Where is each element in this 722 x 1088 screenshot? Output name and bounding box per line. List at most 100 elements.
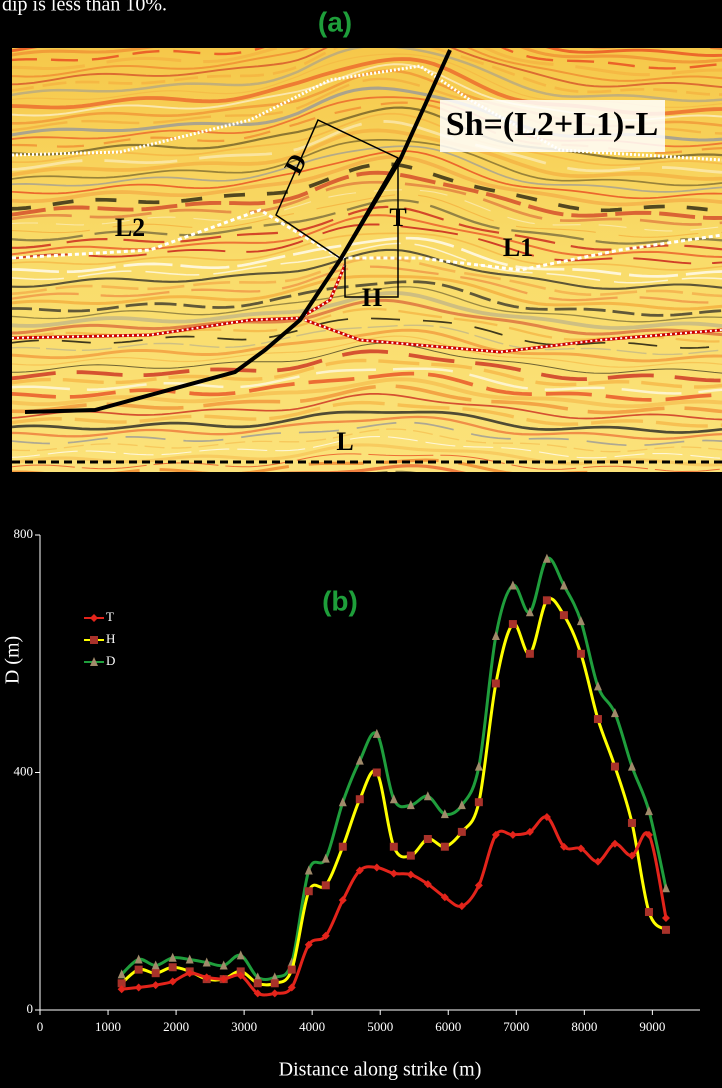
seismic-reflector <box>12 205 722 251</box>
horizon <box>11 208 722 272</box>
marker <box>491 830 500 839</box>
marker <box>644 806 653 816</box>
marker <box>525 607 534 617</box>
legend-label: D <box>106 653 115 668</box>
seismic-reflector <box>12 342 722 374</box>
seismic-reflector <box>376 470 417 472</box>
y-tick-label: 0 <box>27 1001 34 1016</box>
marker <box>576 844 585 853</box>
marker <box>559 842 568 851</box>
seismic-reflector <box>12 453 722 472</box>
seismic-reflector <box>12 367 722 395</box>
seismic-section <box>12 48 722 472</box>
marker <box>474 881 483 890</box>
displacement-box <box>275 118 400 260</box>
seismic-reflector <box>12 286 722 323</box>
marker <box>117 985 126 994</box>
x-tick-label: 0 <box>37 1019 44 1034</box>
marker <box>355 866 364 875</box>
x-tick-label: 5000 <box>367 1019 393 1034</box>
marker <box>576 616 585 626</box>
seismic-reflector <box>12 101 722 155</box>
marker <box>270 989 279 998</box>
marker <box>287 965 296 974</box>
seismic-reflector <box>12 128 722 181</box>
y-axis-label: D (m) <box>2 636 24 684</box>
x-tick-label: 2000 <box>163 1019 189 1034</box>
marker <box>661 883 670 893</box>
seismic-reflector <box>12 349 722 383</box>
marker <box>610 839 619 848</box>
marker <box>457 902 466 911</box>
marker <box>117 979 126 988</box>
label-h: H <box>362 283 382 312</box>
seismic-reflector <box>12 248 722 290</box>
marker <box>542 553 551 563</box>
marker <box>304 865 313 875</box>
seismic-reflector <box>12 274 722 311</box>
seismic-reflector <box>12 458 722 472</box>
marker <box>270 979 279 988</box>
marker <box>593 857 602 866</box>
formula: Sh=(L2+L1)-L <box>446 106 659 143</box>
marker <box>236 950 245 960</box>
chart-title: (b) <box>322 585 358 616</box>
marker <box>457 800 466 810</box>
marker <box>151 981 160 990</box>
marker <box>423 791 432 801</box>
marker <box>185 954 194 964</box>
marker <box>321 881 330 890</box>
seismic-reflector <box>12 106 722 161</box>
seismic-reflector <box>12 180 722 226</box>
x-tick-label: 8000 <box>571 1019 597 1034</box>
marker <box>321 853 330 863</box>
seismic-reflector <box>12 384 722 415</box>
series-line <box>120 597 668 987</box>
marker <box>355 795 364 804</box>
marker <box>542 813 551 822</box>
marker <box>151 969 160 978</box>
marker <box>202 957 211 967</box>
marker <box>542 596 551 605</box>
seismic-reflector <box>12 194 722 238</box>
seismic-reflector <box>12 154 722 207</box>
seismic-reflector <box>12 428 722 453</box>
marker <box>168 963 177 972</box>
marker <box>440 893 449 902</box>
seismic-reflector <box>12 189 722 232</box>
marker <box>389 842 398 851</box>
y-tick-label: 800 <box>14 526 34 541</box>
marker <box>372 728 381 738</box>
marker <box>270 972 279 982</box>
seismic-reflector <box>12 415 722 441</box>
marker <box>338 797 347 807</box>
label-l: L <box>336 427 353 456</box>
marker <box>440 842 449 851</box>
seismic-reflector <box>12 328 722 363</box>
marker <box>202 973 211 982</box>
seismic-reflector <box>12 242 722 284</box>
seismic-reflector <box>12 421 722 447</box>
marker <box>151 960 160 970</box>
chart: (b) Distance along strike (m) D (m) 0 400… <box>2 526 700 1081</box>
seismic-reflector <box>12 48 722 64</box>
legend-marker <box>90 657 98 666</box>
marker <box>440 809 449 819</box>
seismic-reflector <box>12 358 722 389</box>
marker <box>168 977 177 986</box>
legend-label: T <box>106 609 114 624</box>
seismic-reflector <box>12 236 722 278</box>
marker <box>576 649 585 658</box>
seismic-reflector <box>12 139 722 187</box>
marker <box>338 896 347 905</box>
label-l2: L2 <box>115 213 145 242</box>
marker <box>304 887 313 896</box>
y-tick-label: 400 <box>14 763 34 778</box>
marker <box>134 965 143 974</box>
legend-marker <box>90 636 98 644</box>
marker <box>355 755 364 765</box>
marker <box>185 969 194 978</box>
marker <box>287 983 296 992</box>
horizon <box>304 319 722 354</box>
